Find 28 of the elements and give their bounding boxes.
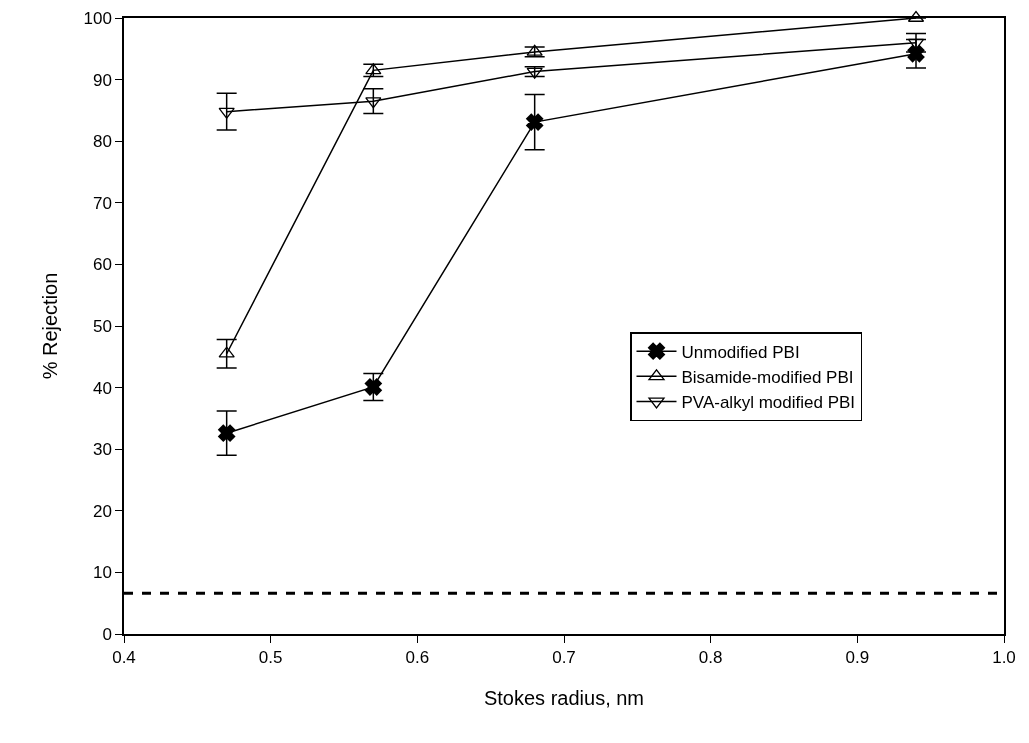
x-tick-label: 1.0	[992, 648, 1016, 668]
y-tick-label: 50	[92, 316, 112, 336]
y-tick-label: 80	[92, 132, 112, 152]
y-tick-label: 40	[92, 378, 112, 398]
y-tick-label: 10	[92, 563, 112, 583]
x-tick-label: 0.8	[698, 648, 723, 668]
y-tick-label: 60	[92, 255, 112, 275]
y-tick-label: 70	[92, 193, 112, 213]
x-tick-label: 0.5	[258, 648, 283, 668]
y-tick-label: 0	[102, 624, 112, 644]
x-tick-label: 0.9	[845, 648, 870, 668]
y-tick-label: 20	[92, 501, 112, 521]
legend-label: PVA-alkyl modified PBI	[681, 393, 856, 413]
legend-label: Bisamide-modified PBI	[681, 367, 854, 387]
point	[218, 346, 235, 358]
point	[218, 424, 235, 442]
x-tick-label: 0.4	[112, 648, 136, 668]
x-axis-title: Stokes radius, nm	[483, 687, 645, 710]
legend-label: Unmodified PBI	[681, 342, 800, 362]
point	[365, 378, 382, 396]
x-tick-label: 0.6	[405, 648, 430, 668]
y-tick-label: 30	[92, 440, 112, 460]
y-axis-title: % Rejection	[39, 272, 62, 380]
x-tick-label: 0.7	[552, 648, 576, 668]
point	[218, 107, 235, 119]
y-tick-label: 90	[92, 70, 112, 90]
y-tick-label: 100	[83, 8, 112, 28]
point	[526, 113, 543, 131]
